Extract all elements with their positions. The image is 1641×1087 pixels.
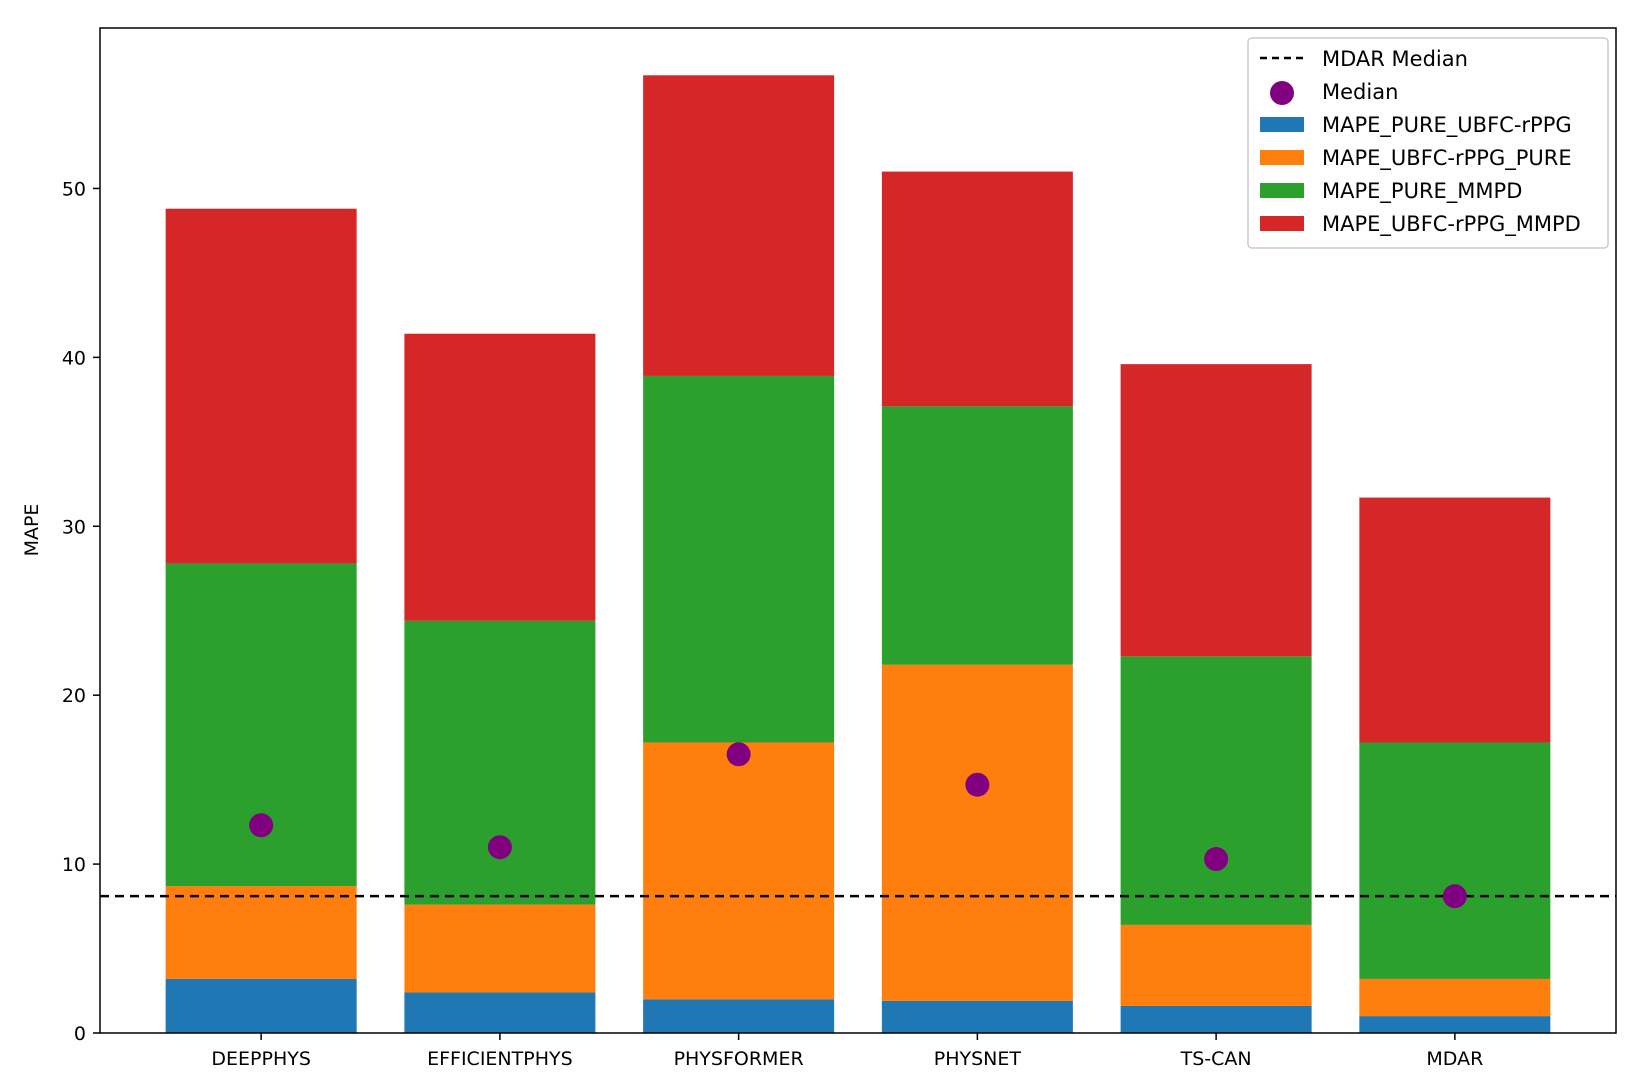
bar-physformer-mape-pure-mmpd <box>643 375 835 743</box>
bar-efficientphys-mape-ubfc-rppg-pure <box>404 904 596 993</box>
bar-physnet-mape-ubfc-rppg-mmpd <box>881 171 1073 407</box>
legend-swatch-mape-ubfc-rppg-mmpd <box>1260 216 1304 231</box>
x-tick-label-efficientphys: EFFICIENTPHYS <box>427 1048 573 1070</box>
bar-efficientphys-mape-ubfc-rppg-mmpd <box>404 333 596 621</box>
bar-mdar-mape-ubfc-rppg-mmpd <box>1359 497 1551 743</box>
y-tick-label: 40 <box>62 347 86 369</box>
x-tick-label-physnet: PHYSNET <box>934 1048 1022 1070</box>
bar-efficientphys-mape-pure-mmpd <box>404 620 596 905</box>
bar-physformer-mape-pure-ubfc-rppg <box>643 999 835 1033</box>
bar-ts-can-mape-pure-mmpd <box>1120 656 1312 925</box>
x-tick-label-deepphys: DEEPPHYS <box>211 1048 311 1070</box>
bar-ts-can-mape-pure-ubfc-rppg <box>1120 1005 1312 1033</box>
legend-label-mape-ubfc-rppg-pure: MAPE_UBFC-rPPG_PURE <box>1322 146 1572 171</box>
median-point-physformer <box>726 742 751 767</box>
legend-label-mape-ubfc-rppg-mmpd: MAPE_UBFC-rPPG_MMPD <box>1322 212 1581 237</box>
median-point-physnet <box>965 772 990 797</box>
x-tick-label-mdar: MDAR <box>1426 1048 1483 1070</box>
legend: MDAR Median Median MAPE_PURE_UBFC-rPPG MAPE… <box>1247 37 1609 249</box>
bar-mdar-mape-ubfc-rppg-pure <box>1359 978 1551 1017</box>
x-axis: DEEPPHYS EFFICIENTPHYS PHYSFORMER PHYSNET TS… <box>211 1033 1483 1070</box>
y-axis-label: MAPE <box>21 504 43 557</box>
legend-swatch-mape-ubfc-rppg-pure <box>1260 150 1304 165</box>
bar-physnet-mape-pure-ubfc-rppg <box>881 1000 1073 1033</box>
bar-physnet-mape-pure-mmpd <box>881 406 1073 665</box>
legend-swatch-dot <box>1270 81 1294 105</box>
bar-deepphys-mape-ubfc-rppg-mmpd <box>165 208 357 564</box>
legend-label-mape-pure-ubfc-rppg: MAPE_PURE_UBFC-rPPG <box>1322 113 1572 138</box>
plot-frame <box>99 27 1617 1034</box>
legend-label-median: Median <box>1322 80 1398 104</box>
y-tick-label: 20 <box>62 685 86 707</box>
median-markers-group <box>249 742 1467 909</box>
bar-physformer-mape-ubfc-rppg-pure <box>643 742 835 1000</box>
median-point-mdar <box>1442 884 1467 909</box>
median-point-efficientphys <box>487 835 512 860</box>
bar-deepphys-mape-pure-mmpd <box>165 563 357 887</box>
y-axis: 0 10 20 30 40 50 <box>62 178 100 1045</box>
bar-deepphys-mape-pure-ubfc-rppg <box>165 978 357 1033</box>
bar-ts-can-mape-ubfc-rppg-pure <box>1120 924 1312 1006</box>
legend-label-mdar-median: MDAR Median <box>1322 47 1468 71</box>
bar-physformer-mape-ubfc-rppg-mmpd <box>643 75 835 376</box>
legend-swatch-mape-pure-mmpd <box>1260 183 1304 198</box>
y-tick-label: 50 <box>62 178 86 200</box>
x-tick-label-ts-can: TS-CAN <box>1180 1048 1252 1070</box>
median-point-ts-can <box>1204 847 1229 872</box>
bar-mdar-mape-pure-ubfc-rppg <box>1359 1016 1551 1033</box>
y-tick-label: 0 <box>74 1023 86 1045</box>
bar-mdar-mape-pure-mmpd <box>1359 742 1551 979</box>
legend-box <box>1247 37 1609 249</box>
y-tick-label: 30 <box>62 516 86 538</box>
median-point-deepphys <box>249 813 274 838</box>
legend-label-mape-pure-mmpd: MAPE_PURE_MMPD <box>1322 179 1522 204</box>
bar-efficientphys-mape-pure-ubfc-rppg <box>404 992 596 1033</box>
y-tick-label: 10 <box>62 854 86 876</box>
legend-swatch-mape-pure-ubfc-rppg <box>1260 117 1304 132</box>
x-tick-label-physformer: PHYSFORMER <box>674 1048 804 1070</box>
bar-deepphys-mape-ubfc-rppg-pure <box>165 886 357 979</box>
bar-ts-can-mape-ubfc-rppg-mmpd <box>1120 364 1312 657</box>
bar-physnet-mape-ubfc-rppg-pure <box>881 664 1073 1001</box>
